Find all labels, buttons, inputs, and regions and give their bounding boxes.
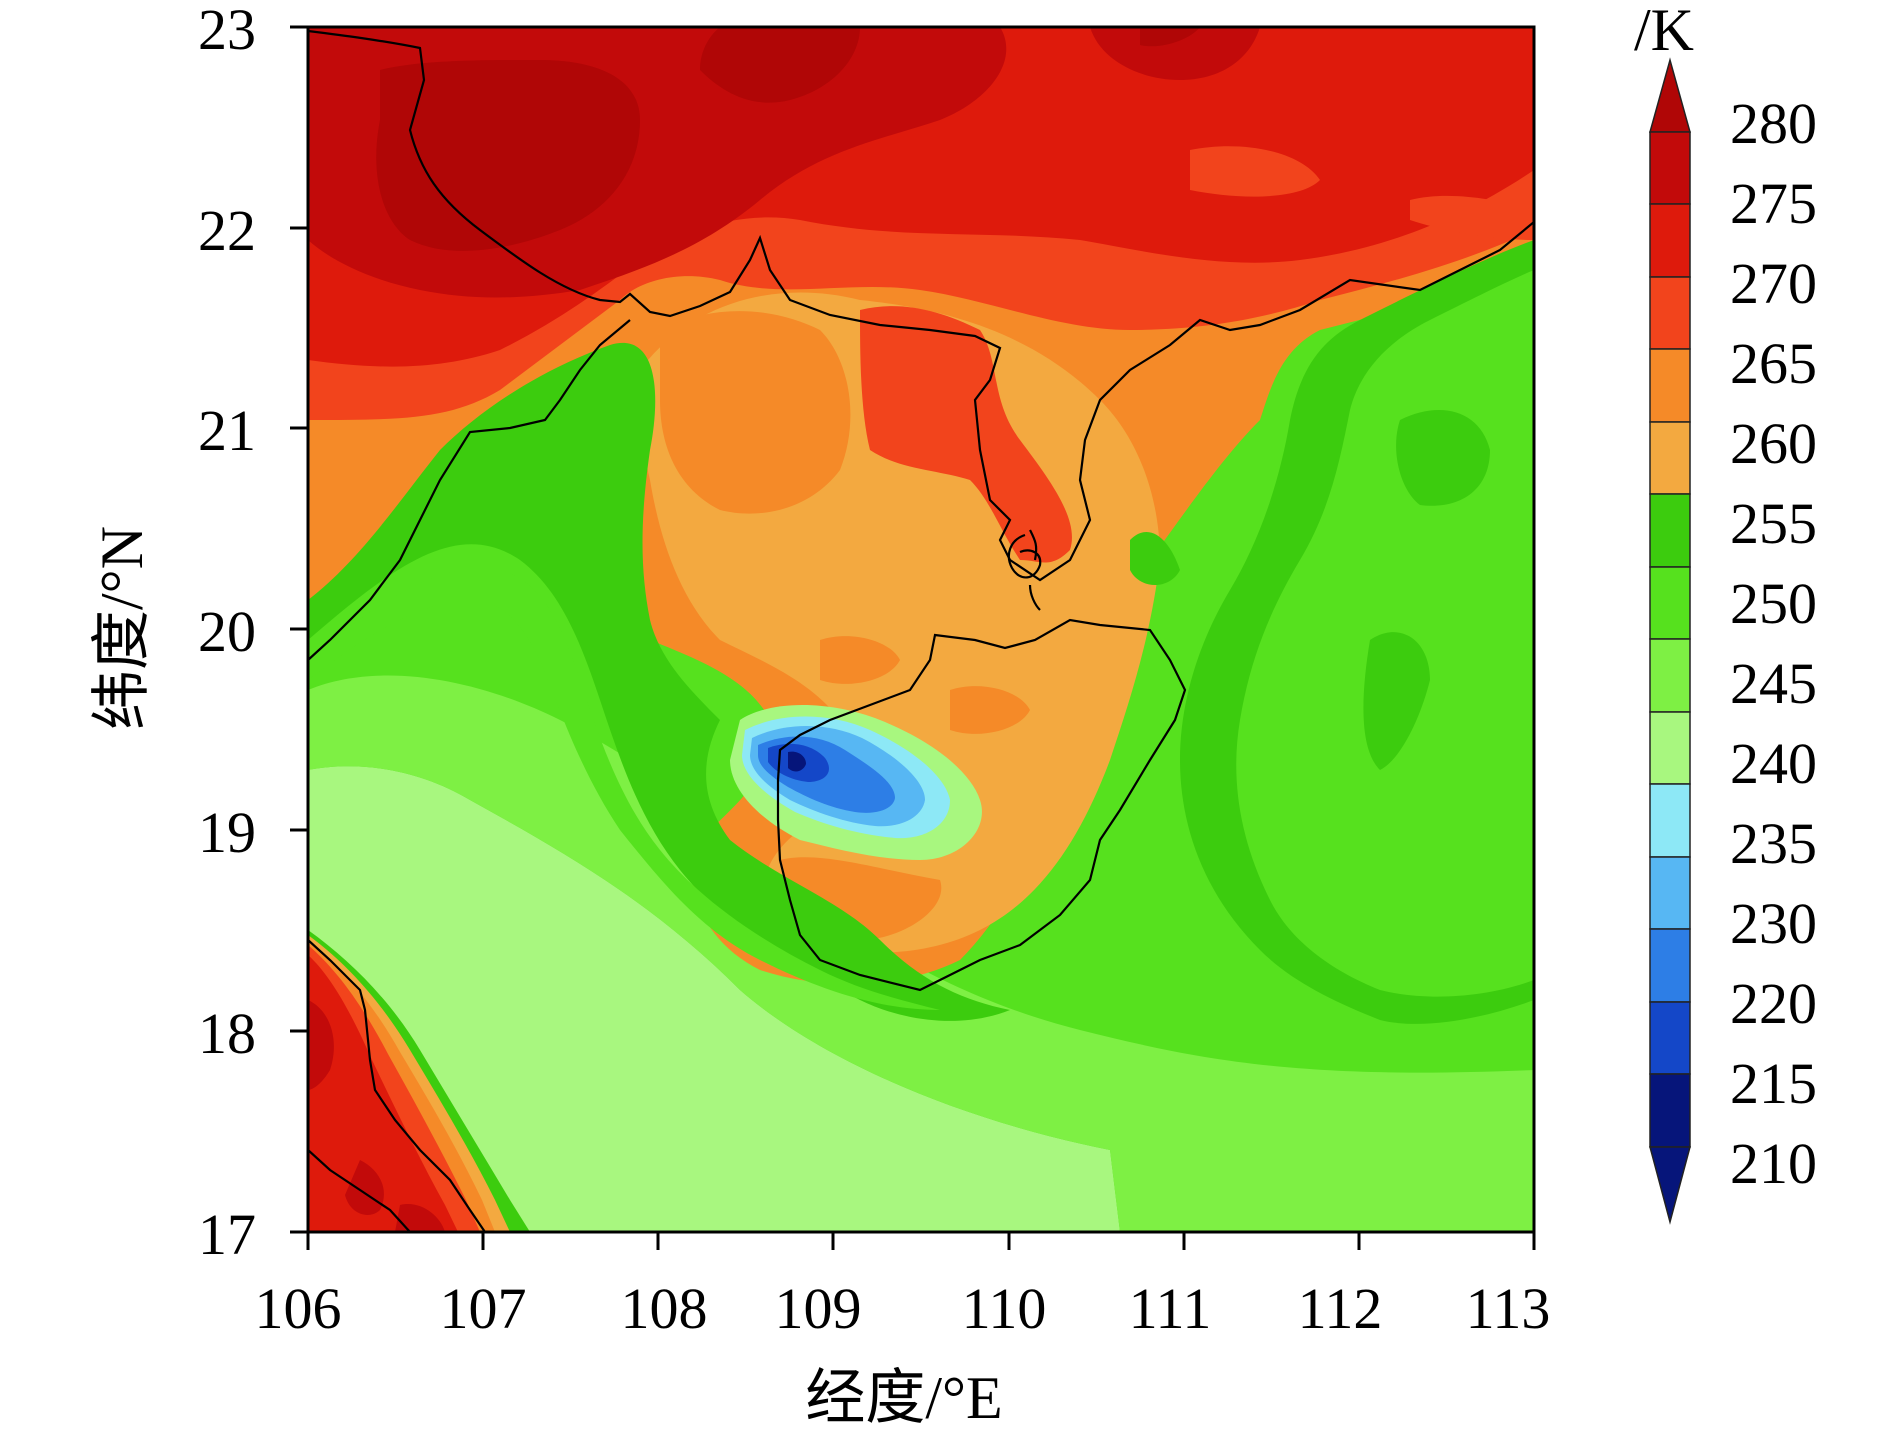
- field-265-270-highlights: [1190, 146, 1534, 240]
- colorbar: /K 280 275 270 265 260 255: [1634, 0, 1817, 1225]
- coastlines: [308, 29, 1534, 1232]
- colorbar-swatch-260-265: [1649, 348, 1691, 423]
- colorbar-unit: /K: [1634, 0, 1694, 63]
- colorbar-swatch-215-220: [1649, 928, 1691, 1003]
- x-tick-label: 108: [621, 1276, 708, 1341]
- y-axis: [290, 25, 308, 1234]
- colorbar-swatch-270-275: [1649, 203, 1691, 278]
- field-above-280-north: [376, 27, 1200, 251]
- colorbar-label: 230: [1730, 891, 1817, 956]
- colorbar-label: 235: [1730, 811, 1817, 876]
- field-235-240-southwest: [308, 766, 1120, 1232]
- colorbar-swatch-250-255: [1649, 493, 1691, 568]
- y-tick-label: 17: [198, 1202, 256, 1267]
- island-marker: [1007, 529, 1042, 611]
- colorbar-swatch-235-240: [1649, 711, 1691, 785]
- coastline-vietnam-inner: [308, 1149, 411, 1232]
- coastline-hainan: [776, 618, 1187, 992]
- x-axis: [306, 1232, 1536, 1250]
- colorbar-swatches: [1649, 131, 1691, 1148]
- y-tick-label: 19: [198, 800, 256, 865]
- x-tick-label: 107: [440, 1276, 527, 1341]
- y-tick-label: 23: [198, 0, 256, 62]
- colorbar-label: 250: [1730, 571, 1817, 636]
- x-tick-label: 112: [1298, 1276, 1383, 1341]
- x-tick-label: 113: [1466, 1276, 1551, 1341]
- coastline-gulf-west: [308, 319, 631, 661]
- y-axis-title: 纬度/°N: [89, 526, 155, 730]
- y-tick-label: 18: [198, 1001, 256, 1066]
- field-270-275-vietnam: [308, 955, 458, 1232]
- colorbar-label: 220: [1730, 971, 1817, 1036]
- colorbar-swatch-220-230: [1649, 856, 1691, 930]
- field-250-255-west: [308, 342, 1010, 1021]
- colorbar-label: 240: [1730, 731, 1817, 796]
- field-250-255-eddies: [1130, 410, 1490, 770]
- x-tick-label: 106: [255, 1276, 342, 1341]
- colorbar-label: 260: [1730, 411, 1817, 476]
- temperature-field: [308, 27, 1534, 1232]
- field-below-210-cloud: [788, 751, 806, 772]
- x-tick-label: 111: [1129, 1276, 1212, 1341]
- x-tick-labels: 106 107 108 109 110 111 112 113: [255, 1276, 1551, 1341]
- x-axis-title: 经度/°E: [805, 1365, 1002, 1430]
- colorbar-label: 275: [1730, 171, 1817, 236]
- coastline-south-china: [308, 29, 1534, 582]
- colorbar-swatch-below-210: [1649, 1146, 1691, 1225]
- colorbar-swatch-240-245: [1649, 638, 1691, 713]
- colorbar-swatch-230-235: [1649, 783, 1691, 858]
- field-245-250-west: [308, 568, 940, 1010]
- colorbar-label: 265: [1730, 331, 1817, 396]
- x-tick-label: 109: [775, 1276, 862, 1341]
- map-panel: 23 22 21 20 19 18 17 106 107 108 109 110…: [89, 0, 1550, 1430]
- colorbar-labels: 280 275 270 265 260 255 250 245 240 235 …: [1730, 91, 1817, 1196]
- y-tick-label: 21: [198, 398, 256, 463]
- field-275-280-vietnam: [308, 1000, 445, 1232]
- colorbar-label: 245: [1730, 651, 1817, 716]
- coastline-vietnam: [308, 939, 486, 1232]
- y-tick-labels: 23 22 21 20 19 18 17: [198, 0, 256, 1267]
- colorbar-swatch-below-210-upper: [1649, 1073, 1691, 1148]
- y-tick-label: 22: [198, 198, 256, 263]
- colorbar-label: 270: [1730, 251, 1817, 316]
- colorbar-swatch-255-260: [1649, 421, 1691, 495]
- colorbar-label: 210: [1730, 1131, 1817, 1196]
- colorbar-label: 280: [1730, 91, 1817, 156]
- x-tick-label: 110: [962, 1276, 1047, 1341]
- colorbar-label: 255: [1730, 491, 1817, 556]
- field-265-270-peninsula: [860, 306, 1072, 563]
- y-tick-label: 20: [198, 599, 256, 664]
- colorbar-swatch-above-280: [1649, 57, 1691, 133]
- colorbar-swatch-210-215: [1649, 1001, 1691, 1075]
- colorbar-label: 215: [1730, 1051, 1817, 1116]
- field-260-265-patches: [660, 311, 1030, 940]
- colorbar-swatch-275-280: [1649, 131, 1691, 205]
- colorbar-swatch-265-270: [1649, 276, 1691, 350]
- colorbar-swatch-245-250: [1649, 566, 1691, 640]
